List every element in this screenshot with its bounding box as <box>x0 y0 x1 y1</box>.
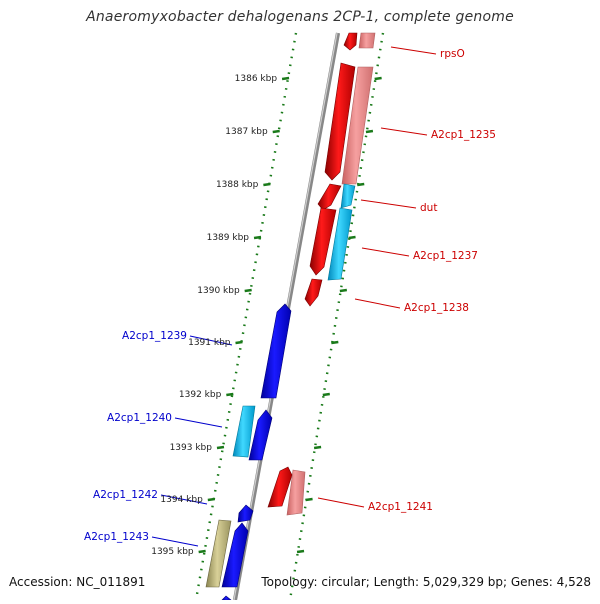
gene-label[interactable]: A2cp1_1235 <box>431 129 496 141</box>
kbp-tick-label: 1391 kbp <box>188 338 231 348</box>
gene-rpsO-pink-track[interactable] <box>358 32 376 49</box>
right-tick-mark <box>357 182 365 187</box>
kbp-tick-label: 1392 kbp <box>179 390 222 400</box>
accession-text: Accession: NC_011891 <box>9 575 146 589</box>
gene-A2cp1_1243-arrow[interactable] <box>221 522 249 588</box>
right-tick-mark <box>322 392 330 397</box>
gene-A2cp1_1242-arrow[interactable] <box>237 504 254 523</box>
left-tick-mark <box>198 549 206 554</box>
gene-label[interactable]: A2cp1_1243 <box>84 531 149 543</box>
gene-rpsO-arrow[interactable] <box>343 32 358 51</box>
map-title: Anaeromyxobacter dehalogenans 2CP-1, com… <box>86 9 514 25</box>
right-tick-mark <box>339 288 348 293</box>
left-tick-mark <box>272 129 280 134</box>
gene-A2cp1_1240-cyan-track[interactable] <box>232 405 256 458</box>
gene-dut-arrow[interactable] <box>317 183 342 211</box>
gene-leader-line <box>160 494 208 505</box>
gene-A2cp1_1235-pink-track[interactable] <box>341 66 374 185</box>
right-tick-mark <box>313 445 322 450</box>
right-tick-mark <box>331 340 339 345</box>
kbp-tick-label: 1389 kbp <box>207 233 250 243</box>
gene-leader-line <box>390 46 437 55</box>
kbp-tick-label: 1390 kbp <box>197 286 240 296</box>
gene-A2cp1_1241-pink-track[interactable] <box>286 469 306 516</box>
gene-A2cp1_1235-arrow[interactable] <box>324 62 356 181</box>
kbp-tick-label: 1393 kbp <box>170 443 213 453</box>
gene-leader-line <box>189 335 233 346</box>
right-tick-mark <box>374 76 382 81</box>
gene-A2cp1_1237-arrow[interactable] <box>309 207 337 276</box>
gene-A2cp1_1238-arrow[interactable] <box>304 278 323 307</box>
gene-label[interactable]: A2cp1_1240 <box>107 412 172 424</box>
right-tick-mark <box>296 549 305 554</box>
gene-leader-line <box>174 417 223 428</box>
gene-label[interactable]: A2cp1_1238 <box>404 302 469 314</box>
kbp-tick-label: 1395 kbp <box>151 547 194 557</box>
left-tick-mark <box>263 182 271 187</box>
gene-label[interactable]: A2cp1_1239 <box>122 330 187 342</box>
left-tick-mark <box>244 288 252 293</box>
gene-A2cp1_1239-arrow[interactable] <box>260 303 292 399</box>
gene-leader-line <box>317 497 365 508</box>
left-tick-mark <box>216 445 225 450</box>
left-tick-mark <box>235 340 243 345</box>
gene-leader-line <box>354 298 401 309</box>
kbp-tick-label: 1386 kbp <box>235 74 278 84</box>
left-tick-mark <box>226 392 234 397</box>
left-tick-mark <box>253 235 262 240</box>
gene-leader-line <box>361 247 410 257</box>
kbp-tick-label: 1387 kbp <box>225 127 268 137</box>
gene-A2cp1_1241-arrow[interactable] <box>267 466 293 508</box>
right-tick-mark <box>365 129 374 134</box>
gene-dut-cyan-track[interactable] <box>340 183 356 209</box>
gene-A2cp1_1240-arrow[interactable] <box>248 409 273 461</box>
gene-label[interactable]: A2cp1_1242 <box>93 489 158 501</box>
gene-leader-line <box>360 199 417 209</box>
gene-label[interactable]: dut <box>420 202 437 214</box>
gene-label[interactable]: rpsO <box>440 48 465 60</box>
gene-leader-line <box>380 127 428 136</box>
gene-A2cp1_1243-olive-track[interactable] <box>205 519 232 588</box>
gene-A2cp1_1237-cyan-track[interactable] <box>327 207 353 281</box>
gene-leader-line <box>151 536 199 547</box>
gene-label[interactable]: A2cp1_1237 <box>413 250 478 262</box>
gene-label[interactable]: A2cp1_1241 <box>368 501 433 513</box>
gene-partial-arrow[interactable] <box>221 595 232 601</box>
kbp-tick-label: 1388 kbp <box>216 180 259 190</box>
left-tick-mark <box>281 76 290 81</box>
right-tick-mark <box>305 497 313 502</box>
left-tick-mark <box>207 497 215 502</box>
right-tick-mark <box>348 235 356 240</box>
topology-text: Topology: circular; Length: 5,029,329 bp… <box>261 575 591 589</box>
kbp-tick-label: 1394 kbp <box>160 495 203 505</box>
